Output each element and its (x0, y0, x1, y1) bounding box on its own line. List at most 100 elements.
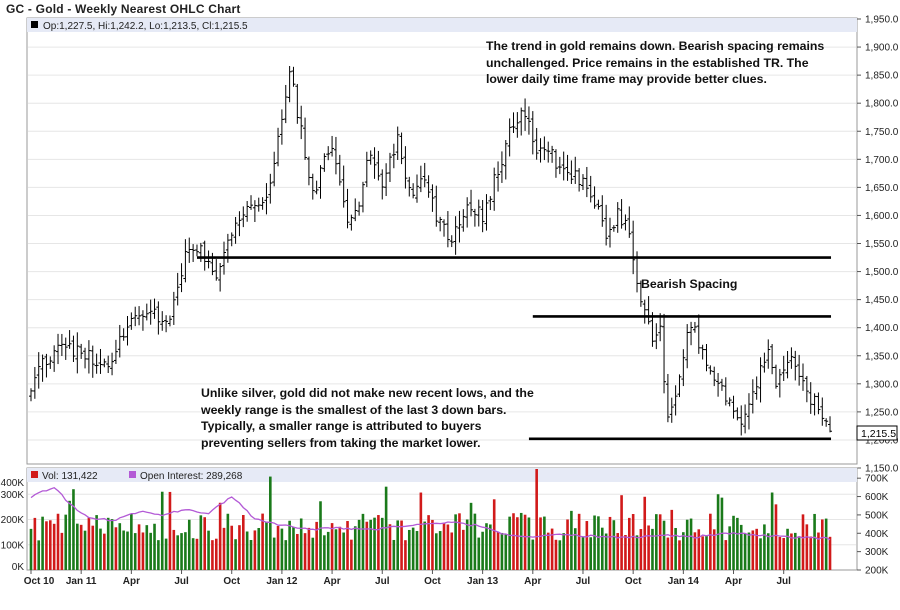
price-y-tick-label: 1,800.0 (865, 99, 899, 110)
volume-bar (817, 532, 820, 570)
x-tick-label: Jan 12 (266, 576, 298, 587)
ohlc-bar (600, 195, 605, 227)
volume-bar (462, 529, 465, 570)
volume-bar (369, 519, 372, 570)
ohlc-bar (484, 194, 489, 231)
volume-right-axis: 200K 300K 400K 500K 600K 700K (857, 474, 889, 577)
ohlc-bar (56, 333, 61, 365)
ohlc-bar (650, 312, 655, 347)
ohlc-bar (67, 330, 72, 349)
ohlc-bar (214, 259, 219, 281)
ohlc-bar (496, 161, 501, 192)
ohlc-bar (148, 299, 153, 325)
ohlc-bar (577, 168, 582, 192)
price-y-tick-label: 1,450.0 (865, 295, 899, 306)
ohlc-bar (781, 355, 786, 382)
ohlc-bar (175, 272, 180, 306)
ohlc-bar (86, 340, 91, 374)
ohlc-bar (723, 377, 728, 406)
x-tick-label: Oct (223, 576, 240, 587)
volume-left-tick-label: 400K (1, 478, 25, 489)
volume-bar (79, 524, 83, 570)
ohlc-bar (511, 112, 516, 134)
volume-bar (577, 513, 581, 570)
ohlc-bar (526, 106, 531, 135)
volume-bar (813, 513, 816, 570)
volume-bar (616, 533, 620, 570)
ohlc-bar (245, 201, 250, 222)
ohlc-bar (469, 189, 474, 217)
price-y-tick-label: 1,500.0 (865, 267, 899, 278)
volume-bar (423, 521, 427, 570)
x-tick-label: Jul (576, 576, 591, 587)
volume-bar (477, 537, 481, 570)
ohlc-bar (812, 393, 817, 416)
volume-bar (133, 533, 137, 570)
volume-bar (41, 516, 44, 570)
volume-bar (492, 499, 496, 570)
volume-bar (172, 529, 176, 570)
ohlc-bar (465, 197, 470, 228)
price-y-tick-label: 1,600.0 (865, 211, 899, 222)
price-gridlines (28, 46, 856, 441)
ohlc-bar (333, 136, 338, 175)
volume-bar (280, 528, 284, 570)
volume-bar (635, 535, 639, 570)
x-tick-label: Apr (725, 576, 742, 587)
volume-bar (299, 518, 303, 570)
volume-bar (207, 530, 210, 570)
price-info-swatch (31, 21, 38, 28)
ohlc-bar (623, 214, 628, 231)
volume-bar (311, 537, 315, 570)
volume-bar (153, 523, 156, 570)
x-tick-label: Jan 14 (668, 576, 700, 587)
ohlc-bar (430, 184, 435, 212)
volume-bar (380, 517, 384, 570)
volume-bar (276, 525, 280, 570)
ohlc-bar (476, 199, 481, 227)
ohlc-bar (681, 349, 686, 387)
price-y-tick-label: 1,150.0 (865, 464, 899, 475)
volume-bar (450, 532, 454, 570)
volume-bar (724, 540, 728, 570)
ohlc-bar (303, 117, 308, 160)
price-y-tick-label: 1,850.0 (865, 71, 899, 82)
ohlc-bar (553, 149, 558, 178)
volume-bar (249, 539, 253, 570)
volume-bar (489, 524, 492, 570)
volume-bar (238, 525, 241, 570)
ohlc-bar (249, 195, 254, 210)
ohlc-bar (457, 210, 462, 243)
volume-bar (330, 523, 334, 570)
ohlc-bar (499, 151, 504, 183)
volume-bar (442, 522, 446, 570)
volume-bar (338, 526, 342, 570)
ohlc-bar (83, 347, 88, 369)
ohlc-bar (314, 180, 319, 195)
ohlc-bar (171, 291, 176, 325)
volume-bar (755, 528, 758, 570)
ohlc-bar (48, 356, 53, 369)
x-tick-label: Jan 13 (467, 576, 499, 587)
price-y-tick-label: 1,350.0 (865, 351, 899, 362)
volume-bar (573, 528, 577, 570)
ohlc-bar (71, 335, 76, 362)
volume-bar (739, 524, 743, 570)
ohlc-bar (638, 280, 643, 307)
ohlc-bar (137, 306, 142, 326)
volume-bar (469, 502, 473, 570)
ohlc-bar (341, 165, 346, 208)
volume-bar (790, 533, 793, 570)
ohlc-bar (828, 416, 833, 433)
volume-bar (203, 517, 206, 570)
volume-bar (778, 537, 782, 570)
ohlc-bar (754, 376, 759, 400)
ohlc-bar (716, 372, 721, 397)
volume-bar (797, 537, 801, 570)
volume-bar (516, 517, 519, 570)
volume-bar (759, 538, 762, 570)
ohlc-bar (492, 167, 497, 211)
ohlc-bar (310, 173, 315, 200)
volume-bar (45, 521, 48, 570)
